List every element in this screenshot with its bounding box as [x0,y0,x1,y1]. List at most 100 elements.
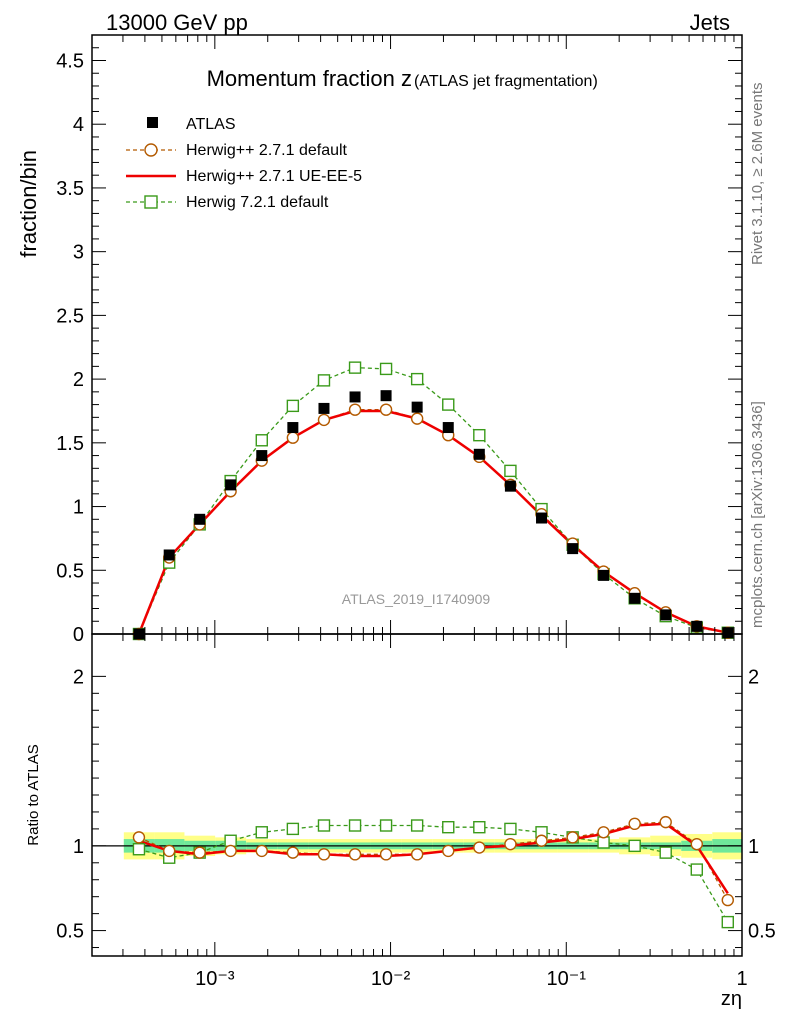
main-y-tick-label: 2 [73,369,84,391]
main-data-point [442,398,455,411]
ratio-data-point [286,846,300,859]
main-y-tick-label: 4 [73,114,84,136]
main-data-point [255,434,268,447]
legend-atlas-label: ATLAS [186,116,236,133]
main-data-point [348,361,362,374]
main-data-point [286,399,300,413]
ratio-data-point [348,848,362,861]
ratio-data-point [286,822,300,836]
legend-herwigpp-default-marker [144,143,158,157]
main-atlas-data-point [598,569,610,581]
main-atlas-data-point [287,422,299,434]
ratio-y-tick-label-right: 1 [748,836,759,858]
main-data-point [348,403,362,416]
ratio-data-point [442,821,455,834]
main-data-point [286,431,300,444]
main-series-line [138,366,728,635]
main-data-point [504,464,517,478]
ratio-data-point [193,846,206,859]
x-axis-label: zη [721,988,742,1010]
main-panel: 0 0.5 1 1.5 2 2.5 3 3.5 4 4.5 Momentum fraction z… [16,34,743,646]
main-atlas-data-point [722,627,734,639]
ratio-data-point [597,836,610,849]
ratio-data-point [348,819,362,832]
main-atlas-data-point [504,480,516,492]
ratio-data-point [504,837,517,851]
ratio-data-point [410,819,424,832]
ratio-data-point [379,848,393,861]
main-atlas-data-point [442,422,454,434]
ratio-data-point [628,817,641,831]
legend-atlas-marker [147,117,158,128]
legend-herwigpp-default-label: Herwig++ 2.7.1 default [186,142,348,159]
main-atlas-data-point [691,620,703,632]
ratio-axis-ticks: 10⁻³ 10⁻² 10⁻¹ 1 0.5 0.5 1 1 2 2 [56,634,776,990]
ratio-data-point [721,893,734,907]
ratio-data-point [473,841,486,854]
main-atlas-data-point [629,592,641,604]
main-atlas-data-point [473,448,485,460]
main-atlas-data-point [567,543,579,555]
main-data-point [410,412,424,425]
main-y-tick-label: 3 [73,242,84,264]
main-atlas-data-point [411,401,423,413]
ratio-plot-frame [91,633,743,957]
ratio-data-point [659,846,672,859]
ratio-data-point [597,826,610,839]
ratio-y-tick-label-right: 0.5 [748,921,776,943]
legend-herwig7-default-label: Herwig 7.2.1 default [186,194,329,211]
main-data-point [379,403,393,416]
main-atlas-data-point [225,479,237,491]
main-axis-ticks: 0 0.5 1 1.5 2 2.5 3 3.5 4 4.5 [56,34,743,646]
main-y-tick-label: 2.5 [56,305,84,327]
ratio-data-point [566,831,579,844]
mcplots-reference-text: mcplots.cern.ch [arXiv:1306.3436] [749,401,766,628]
x-tick-label: 10⁻¹ [547,968,587,990]
ratio-data-point [255,826,268,839]
main-data-point [317,374,331,387]
ratio-data-point [224,834,237,847]
main-title: Momentum fraction z [207,66,412,91]
header-left-title: 13000 GeV pp [106,10,248,35]
header-right-title: Jets [690,10,730,35]
main-y-tick-label: 1 [73,497,84,519]
main-atlas-data-point [536,512,548,524]
main-atlas-data-point [380,390,392,402]
ratio-data-point [255,844,268,858]
rivet-version-text: Rivet 3.1.10, ≥ 2.6M events [749,83,766,266]
ratio-data-point [163,844,176,858]
main-subtitle: (ATLAS jet fragmentation) [414,73,598,90]
ratio-y-tick-label: 0.5 [56,921,84,943]
ratio-y-axis-label: Ratio to ATLAS [25,744,42,845]
ratio-data-point [442,844,455,858]
main-y-tick-label: 3.5 [56,178,84,200]
ratio-data-point [224,844,237,858]
main-atlas-data-point [318,402,330,414]
main-y-tick-label: 4.5 [56,50,84,72]
main-data-point [473,428,486,442]
ratio-data-point [410,848,424,861]
ratio-data-point [317,848,331,861]
ratio-data-point [473,821,486,834]
legend: ATLAS Herwig++ 2.7.1 default Herwig++ 2.… [126,116,362,211]
ratio-data-point [721,915,734,929]
main-y-axis-label: fraction/bin [16,150,41,258]
main-data-point [317,413,331,427]
main-atlas-data-point [660,609,672,621]
ratio-y-tick-label: 1 [73,836,84,858]
x-tick-label: 10⁻³ [195,968,235,990]
legend-herwig7-default-marker [144,195,158,209]
ratio-panel: 10⁻³ 10⁻² 10⁻¹ 1 0.5 0.5 1 1 2 2 Ratio to ATLAS z… [25,633,776,1010]
ratio-data-point [690,837,703,851]
main-y-tick-label: 0 [73,624,84,646]
main-y-tick-label: 1.5 [56,433,84,455]
ratio-data-point [690,863,703,876]
ratio-y-tick-label: 2 [73,666,84,688]
ratio-series-line [138,821,729,901]
ratio-data-point [535,834,548,847]
ratio-data-point [504,822,517,836]
analysis-watermark: ATLAS_2019_I1740909 [342,591,491,607]
ratio-data-point [379,819,393,832]
main-data-point [410,372,424,386]
